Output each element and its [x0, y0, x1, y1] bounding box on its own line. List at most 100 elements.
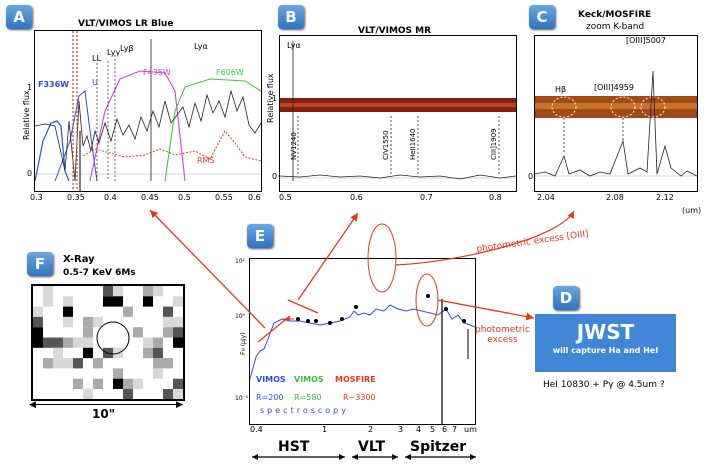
xray-pixel	[33, 316, 43, 328]
label-b-lyalpha: Lyα	[287, 41, 301, 50]
xray-pixel	[93, 358, 103, 369]
label-oiii4959: [OIII]4959	[594, 83, 634, 92]
xray-pixel	[113, 378, 123, 389]
xray-pixel	[43, 358, 53, 369]
jwst-subtitle: will capture Ha and HeI	[552, 346, 659, 355]
label-lygamma: Lyγ	[107, 48, 121, 57]
panel-c-badge: C	[529, 5, 555, 29]
panel-e-ytick: 10⁰	[235, 313, 246, 320]
label-u: U	[92, 78, 98, 87]
xray-pixel	[123, 389, 133, 399]
label-ll: LL	[92, 54, 101, 63]
f606w-filter-curve	[164, 78, 261, 182]
xray-pixel	[43, 337, 53, 348]
xray-source-circle	[96, 321, 130, 355]
xray-pixel	[73, 358, 83, 369]
oiii-excess-label: photometric excess [OIII]	[475, 229, 590, 255]
xray-pixel	[53, 347, 63, 359]
xray-pixel	[63, 306, 73, 317]
xray-pixel	[143, 337, 153, 348]
jwst-box: JWST will capture Ha and HeI	[535, 314, 676, 372]
xray-pixel	[73, 337, 83, 348]
xray-pixel	[173, 389, 183, 399]
panel-a-xtick: 0.6	[248, 193, 261, 202]
panel-e-xtick: 1	[322, 425, 328, 434]
vimos-mr-resolution: R=580	[294, 393, 322, 402]
xray-pixel	[153, 337, 163, 348]
label-civ1550: CIV1550	[382, 130, 390, 160]
panel-a-xtick: 0.3	[30, 193, 43, 202]
xray-pixel	[153, 347, 163, 359]
panel-f-subtitle: 0.5-7 KeV 6Ms	[63, 268, 136, 278]
vimos-lr-resolution: R=200	[256, 393, 284, 402]
panel-a-ytick-0: 0	[27, 169, 33, 178]
scale-arrow-left: ◀	[29, 400, 36, 410]
panel-f-badge: F	[27, 252, 53, 276]
panel-e-xtick: 4	[416, 425, 422, 434]
xray-pixel	[83, 347, 93, 359]
xray-pixel	[163, 358, 173, 369]
label-nv1240: NV1240	[290, 132, 298, 160]
f336w-filter-curve	[35, 120, 70, 182]
xray-pixel	[113, 296, 123, 307]
label-hbeta: Hβ	[555, 85, 567, 94]
xray-pixel	[103, 296, 113, 307]
label-lyalpha: Lyα	[194, 42, 208, 51]
xray-pixel	[43, 286, 53, 297]
band-vlt: VLT	[358, 439, 385, 455]
band-spitzer: Spitzer	[410, 439, 467, 455]
xray-pixel-map	[33, 286, 183, 399]
xray-pixel	[153, 286, 163, 297]
sed-model-curve	[250, 304, 475, 380]
label-f606w: F606W	[216, 68, 244, 77]
panel-a-xtick: 0.45	[141, 193, 159, 202]
panel-b-xtick: 0.6	[350, 193, 363, 202]
xray-pixel	[83, 337, 93, 348]
panel-c-title: Keck/MOSFIRE	[578, 10, 652, 20]
panel-f-scale-label: 10"	[92, 407, 115, 421]
xray-pixel	[33, 306, 43, 317]
xray-pixel	[143, 347, 153, 359]
xray-pixel	[83, 327, 93, 338]
panel-e-ylabel: Fν (μJy)	[240, 332, 247, 355]
panel-a-xtick: 0.5	[178, 193, 191, 202]
panel-a-xtick: 0.35	[67, 193, 85, 202]
panel-b-spectrum	[280, 41, 516, 181]
panel-e-xtick: 6	[442, 425, 448, 434]
xray-pixel	[163, 306, 173, 317]
panel-a-badge: A	[6, 5, 32, 29]
panel-e-xtick: 5	[430, 425, 436, 434]
panel-a-xtick: 0.4	[104, 193, 117, 202]
xray-pixel	[83, 389, 93, 399]
xray-pixel	[93, 378, 103, 389]
panel-e-xunit: um	[464, 425, 477, 434]
xray-pixel	[73, 378, 83, 389]
xray-pixel	[33, 337, 43, 348]
panel-b-ytick-0: 0	[272, 172, 278, 181]
xray-pixel	[43, 296, 53, 307]
lr-spectrum-trace	[35, 89, 261, 182]
spectroscopy-label: spectroscopy	[260, 406, 349, 415]
label-f336w: F336W	[38, 80, 69, 89]
label-ciii1909: CIII]1909	[490, 128, 498, 160]
u-filter-curve	[54, 90, 98, 182]
panel-f-title: X-Ray	[63, 254, 95, 265]
f435w-filter-curve	[89, 70, 186, 182]
xray-pixel	[173, 378, 183, 389]
panel-a-spectrum	[35, 31, 261, 191]
xray-pixel	[163, 327, 173, 338]
xray-pixel	[133, 327, 143, 338]
panel-c-xtick: 2.08	[606, 193, 624, 202]
panel-b-title: VLT/VIMOS MR	[358, 26, 432, 36]
panel-a-xtick: 0.55	[215, 193, 233, 202]
panel-e-xtick: 7	[452, 425, 458, 434]
label-f435w: F435W	[143, 68, 171, 77]
xray-pixel	[113, 368, 123, 379]
panel-a-ytick-1: 1	[27, 83, 33, 92]
xray-pixel	[63, 337, 73, 348]
jwst-title: JWST	[576, 320, 635, 344]
panel-e-xtick: 3	[398, 425, 404, 434]
label-heii1640: HeII1640	[409, 128, 417, 160]
panel-e-xtick: 0.4	[250, 425, 263, 434]
panel-e-badge: E	[247, 224, 273, 248]
